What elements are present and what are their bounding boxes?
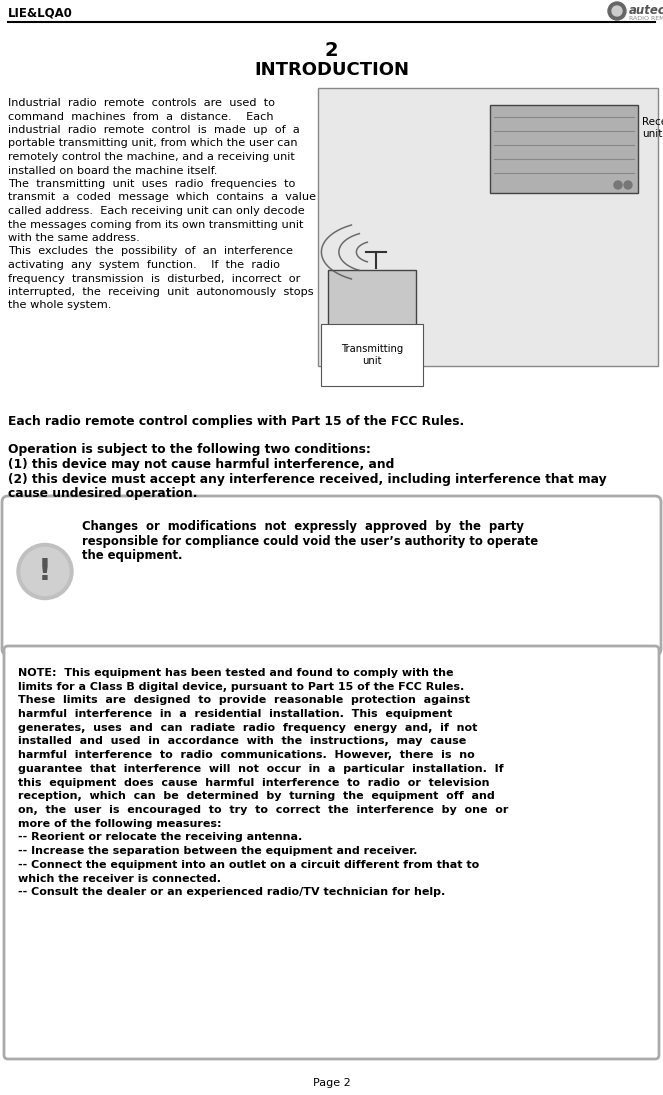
Text: !: ! [38,557,52,586]
Text: INTRODUCTION: INTRODUCTION [254,61,409,79]
Circle shape [624,181,632,189]
Text: -- Increase the separation between the equipment and receiver.: -- Increase the separation between the e… [18,846,418,856]
Text: responsible for compliance could void the user’s authority to operate: responsible for compliance could void th… [82,534,538,548]
Text: interrupted,  the  receiving  unit  autonomously  stops: interrupted, the receiving unit autonomo… [8,287,314,297]
Circle shape [17,543,73,599]
Text: installed  and  used  in  accordance  with  the  instructions,  may  cause: installed and used in accordance with th… [18,737,466,747]
Text: portable transmitting unit, from which the user can: portable transmitting unit, from which t… [8,138,298,149]
Text: guarantee  that  interference  will  not  occur  in  a  particular  installation: guarantee that interference will not occ… [18,764,504,774]
Text: installed on board the machine itself.: installed on board the machine itself. [8,165,217,175]
Text: Page 2: Page 2 [313,1077,350,1088]
Text: -- Reorient or relocate the receiving antenna.: -- Reorient or relocate the receiving an… [18,832,302,842]
Text: generates,  uses  and  can  radiate  radio  frequency  energy  and,  if  not: generates, uses and can radiate radio fr… [18,723,477,733]
FancyBboxPatch shape [328,270,416,338]
Text: frequency  transmission  is  disturbed,  incorrect  or: frequency transmission is disturbed, inc… [8,274,300,284]
Text: cause undesired operation.: cause undesired operation. [8,487,198,500]
Text: Changes  or  modifications  not  expressly  approved  by  the  party: Changes or modifications not expressly a… [82,520,524,533]
Text: command  machines  from  a  distance.    Each: command machines from a distance. Each [8,112,274,122]
Text: on,  the  user  is  encouraged  to  try  to  correct  the  interference  by  one: on, the user is encouraged to try to cor… [18,805,509,815]
Text: the whole system.: the whole system. [8,300,111,311]
Text: -- Connect the equipment into an outlet on a circuit different from that to: -- Connect the equipment into an outlet … [18,860,479,869]
Text: Operation is subject to the following two conditions:: Operation is subject to the following tw… [8,443,371,456]
Text: harmful  interference  in  a  residential  installation.  This  equipment: harmful interference in a residential in… [18,710,452,719]
Text: limits for a Class B digital device, pursuant to Part 15 of the FCC Rules.: limits for a Class B digital device, pur… [18,682,464,692]
Text: remotely control the machine, and a receiving unit: remotely control the machine, and a rece… [8,152,295,162]
Text: NOTE:  This equipment has been tested and found to comply with the: NOTE: This equipment has been tested and… [18,668,453,678]
Text: Transmitting
unit: Transmitting unit [341,344,403,366]
Text: (1) this device may not cause harmful interference, and: (1) this device may not cause harmful in… [8,458,394,471]
Text: (2) this device must accept any interference received, including interference th: (2) this device must accept any interfer… [8,473,607,486]
Text: transmit  a  coded  message  which  contains  a  value: transmit a coded message which contains … [8,193,316,203]
Text: 2: 2 [325,41,338,59]
Text: reception,  which  can  be  determined  by  turning  the  equipment  off  and: reception, which can be determined by tu… [18,792,495,802]
Circle shape [612,5,622,16]
FancyBboxPatch shape [318,88,658,366]
Text: the equipment.: the equipment. [82,549,182,562]
Circle shape [608,2,626,20]
Circle shape [614,181,622,189]
Text: -- Consult the dealer or an experienced radio/TV technician for help.: -- Consult the dealer or an experienced … [18,887,446,897]
Text: RADIO REMOTE CONTROLS: RADIO REMOTE CONTROLS [629,16,663,22]
Text: Receiving
unit: Receiving unit [642,117,663,139]
Circle shape [21,548,69,596]
Text: These  limits  are  designed  to  provide  reasonable  protection  against: These limits are designed to provide rea… [18,695,470,705]
FancyBboxPatch shape [4,646,659,1059]
Text: this  equipment  does  cause  harmful  interference  to  radio  or  television: this equipment does cause harmful interf… [18,777,489,787]
Text: Industrial  radio  remote  controls  are  used  to: Industrial radio remote controls are use… [8,97,275,108]
Text: industrial  radio  remote  control  is  made  up  of  a: industrial radio remote control is made … [8,125,300,135]
Text: called address.  Each receiving unit can only decode: called address. Each receiving unit can … [8,206,305,216]
Text: Each radio remote control complies with Part 15 of the FCC Rules.: Each radio remote control complies with … [8,415,464,428]
Text: autec: autec [629,4,663,18]
Text: with the same address.: with the same address. [8,233,140,243]
Text: which the receiver is connected.: which the receiver is connected. [18,874,221,884]
Text: This  excludes  the  possibility  of  an  interference: This excludes the possibility of an inte… [8,246,293,256]
Text: more of the following measures:: more of the following measures: [18,819,221,829]
Text: the messages coming from its own transmitting unit: the messages coming from its own transmi… [8,219,304,230]
FancyBboxPatch shape [490,105,638,193]
Text: The  transmitting  unit  uses  radio  frequencies  to: The transmitting unit uses radio frequen… [8,178,296,189]
Text: harmful  interference  to  radio  communications.  However,  there  is  no: harmful interference to radio communicat… [18,750,475,760]
FancyBboxPatch shape [2,496,661,655]
Text: LIE&LQA0: LIE&LQA0 [8,7,73,20]
Text: activating  any  system  function.    If  the  radio: activating any system function. If the r… [8,260,280,270]
